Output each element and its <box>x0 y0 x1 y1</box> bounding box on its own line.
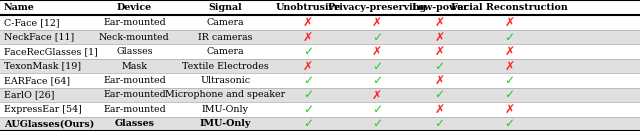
Bar <box>0 117 640 131</box>
Text: FaceRecGlasses [1]: FaceRecGlasses [1] <box>4 47 98 56</box>
Text: ✓: ✓ <box>372 31 382 44</box>
Text: ✓: ✓ <box>504 88 515 101</box>
Text: ✗: ✗ <box>435 16 445 29</box>
Text: EARFace [64]: EARFace [64] <box>4 76 70 85</box>
Text: ✗: ✗ <box>504 103 515 116</box>
Text: Camera: Camera <box>207 47 244 56</box>
Bar <box>0 30 640 44</box>
Text: Facial Reconstruction: Facial Reconstruction <box>451 3 568 12</box>
Text: Textile Electrodes: Textile Electrodes <box>182 62 269 70</box>
Text: Neck-mounted: Neck-mounted <box>99 33 170 42</box>
Text: Ultrasonic: Ultrasonic <box>200 76 250 85</box>
Text: ✗: ✗ <box>372 88 382 101</box>
Text: IR cameras: IR cameras <box>198 33 253 42</box>
Text: ✓: ✓ <box>435 88 445 101</box>
Text: ✗: ✗ <box>303 16 313 29</box>
Text: TexonMask [19]: TexonMask [19] <box>4 62 81 70</box>
Text: ✗: ✗ <box>435 45 445 58</box>
Text: ✗: ✗ <box>504 16 515 29</box>
Text: ✓: ✓ <box>303 103 313 116</box>
Text: Privacy-preserving: Privacy-preserving <box>327 3 427 12</box>
Text: IMU-Only: IMU-Only <box>202 105 249 114</box>
Text: Ear-mounted: Ear-mounted <box>103 18 166 27</box>
Text: Signal: Signal <box>209 3 242 12</box>
Text: ✓: ✓ <box>303 74 313 87</box>
Text: C-Face [12]: C-Face [12] <box>4 18 60 27</box>
Text: NeckFace [11]: NeckFace [11] <box>4 33 74 42</box>
Text: Device: Device <box>117 3 152 12</box>
Text: Mask: Mask <box>122 62 147 70</box>
Text: ✓: ✓ <box>303 88 313 101</box>
Text: AUGlasses(Ours): AUGlasses(Ours) <box>4 119 94 128</box>
Text: Ear-mounted: Ear-mounted <box>103 76 166 85</box>
Text: ✗: ✗ <box>435 74 445 87</box>
Text: ✗: ✗ <box>504 45 515 58</box>
Text: EarlO [26]: EarlO [26] <box>4 90 54 99</box>
Text: ✓: ✓ <box>435 59 445 72</box>
Bar <box>0 88 640 102</box>
Text: ✓: ✓ <box>435 117 445 130</box>
Text: Microphone and speaker: Microphone and speaker <box>165 90 285 99</box>
Text: ✓: ✓ <box>504 31 515 44</box>
Text: ✗: ✗ <box>504 59 515 72</box>
Text: ExpressEar [54]: ExpressEar [54] <box>4 105 82 114</box>
Text: ✓: ✓ <box>372 117 382 130</box>
Bar <box>0 59 640 73</box>
Text: Glasses: Glasses <box>116 47 153 56</box>
Text: Glasses: Glasses <box>115 119 154 128</box>
Text: ✗: ✗ <box>303 59 313 72</box>
Text: ✓: ✓ <box>372 59 382 72</box>
Text: ✗: ✗ <box>435 31 445 44</box>
Text: ✓: ✓ <box>303 45 313 58</box>
Text: ✓: ✓ <box>504 117 515 130</box>
Text: Name: Name <box>4 3 35 12</box>
Text: ✗: ✗ <box>372 16 382 29</box>
Text: Low-power: Low-power <box>411 3 468 12</box>
Text: ✗: ✗ <box>303 31 313 44</box>
Text: Ear-mounted: Ear-mounted <box>103 90 166 99</box>
Text: Camera: Camera <box>207 18 244 27</box>
Text: ✓: ✓ <box>504 74 515 87</box>
Text: ✓: ✓ <box>303 117 313 130</box>
Text: ✗: ✗ <box>435 103 445 116</box>
Text: ✓: ✓ <box>372 74 382 87</box>
Text: Ear-mounted: Ear-mounted <box>103 105 166 114</box>
Text: IMU-Only: IMU-Only <box>200 119 251 128</box>
Text: Unobtrusive: Unobtrusive <box>275 3 340 12</box>
Text: ✓: ✓ <box>372 103 382 116</box>
Text: ✗: ✗ <box>372 45 382 58</box>
